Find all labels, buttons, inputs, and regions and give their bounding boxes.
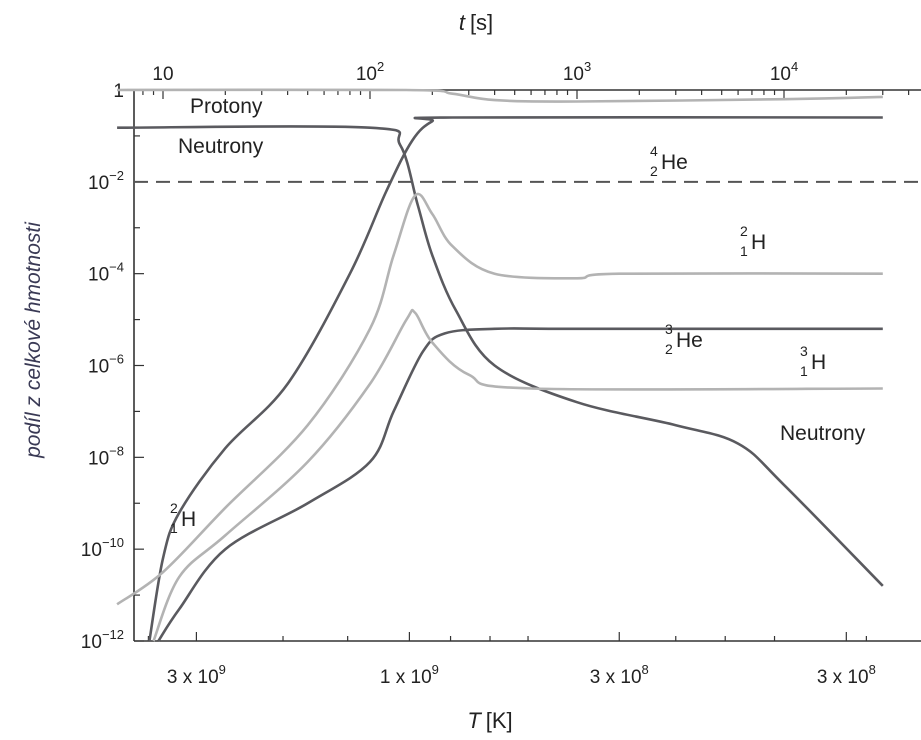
top-axis-var: t: [459, 10, 466, 35]
top-tick-label: 102: [356, 59, 384, 85]
isotope-atomic-number: 1: [170, 520, 178, 536]
left-tick-label: 1: [113, 81, 124, 102]
bottom-axis-title: T [K]: [467, 708, 512, 733]
isotope-symbol: H: [811, 351, 826, 374]
isotope-mass-number: 3: [665, 321, 673, 337]
isotope-label-h3: 3 1 H: [800, 343, 826, 379]
top-tick-label: 104: [770, 59, 798, 85]
top-axis-unit: [s]: [470, 10, 493, 35]
curve-he4: [148, 115, 883, 642]
curve-protony: [117, 88, 883, 103]
isotope-symbol: He: [661, 151, 688, 174]
curve-label-protony: Protony: [190, 95, 263, 118]
left-tick-label: 10−6: [88, 352, 124, 378]
bottom-tick-label: 1 x 109: [380, 662, 439, 688]
isotope-label-h2: 2 1 H: [740, 223, 766, 259]
axes: 10 102 103 104 3 x 109 1 x 109 3 x 108 3 x 108 1…: [81, 59, 921, 688]
isotope-mass-number: 2: [170, 500, 178, 516]
curve-h3: [152, 308, 883, 642]
bottom-axis-var: T: [467, 708, 482, 733]
left-tick-label: 10−10: [81, 535, 124, 561]
isotope-atomic-number: 2: [650, 163, 658, 179]
isotope-symbol: He: [676, 329, 703, 352]
curves: [116, 88, 921, 642]
bottom-tick-label: 3 x 108: [590, 662, 649, 688]
bottom-tick-label: 3 x 109: [167, 662, 226, 688]
bottom-axis-unit: [K]: [486, 708, 513, 733]
left-tick-label: 10−4: [88, 260, 124, 286]
y-axis-label: podíl z celkové hmotnosti: [22, 221, 45, 459]
top-axis-title: t [s]: [459, 10, 493, 35]
isotope-label-h2_left: 2 1 H: [170, 500, 196, 536]
isotope-atomic-number: 1: [800, 363, 808, 379]
isotope-mass-number: 4: [650, 143, 658, 159]
isotope-symbol: H: [751, 231, 766, 254]
top-tick-label: 10: [152, 64, 173, 85]
curve-h2: [116, 192, 883, 606]
isotope-symbol: H: [181, 508, 196, 531]
top-tick-label: 103: [563, 59, 591, 85]
curve-label-neutrony_bottom: Neutrony: [780, 422, 866, 445]
curve-neutrony: [117, 125, 884, 587]
isotope-atomic-number: 2: [665, 341, 673, 357]
left-tick-label: 10−8: [88, 443, 124, 469]
isotope-mass-number: 3: [800, 343, 808, 359]
bottom-tick-label: 3 x 108: [817, 662, 876, 688]
curve-label-neutrony_top: Neutrony: [178, 135, 264, 158]
curve-he3: [157, 327, 883, 642]
isotope-label-he4: 4 2 He: [650, 143, 688, 179]
left-tick-label: 10−2: [88, 168, 124, 194]
isotope-mass-number: 2: [740, 223, 748, 239]
isotope-atomic-number: 1: [740, 243, 748, 259]
left-tick-label: 10−12: [81, 627, 124, 653]
isotope-label-he3: 3 2 He: [665, 321, 703, 357]
